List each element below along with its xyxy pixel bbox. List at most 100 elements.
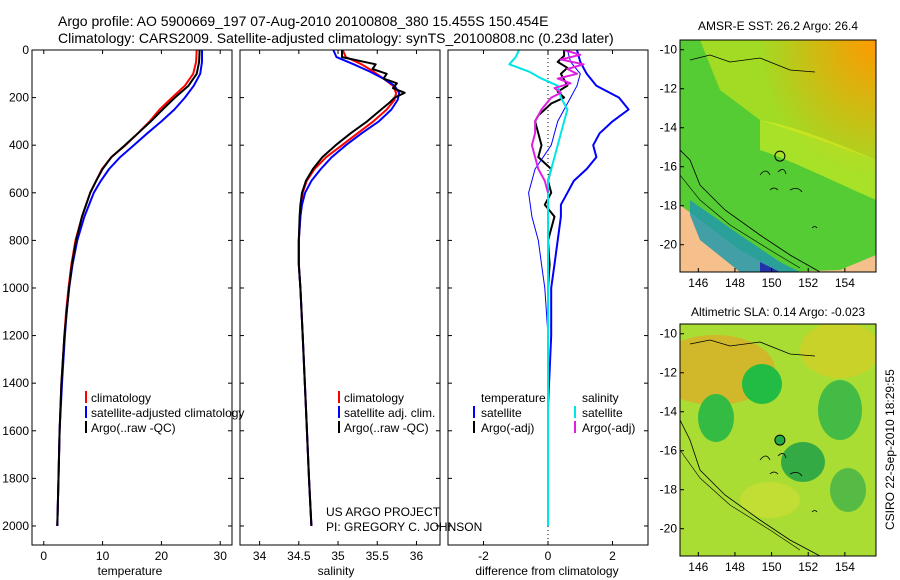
x-tick-label: 2 xyxy=(609,549,616,563)
sst-map-field xyxy=(680,40,876,272)
x-tick-label: 0 xyxy=(40,549,47,563)
map-x-tick-label: 148 xyxy=(725,560,745,574)
map-x-tick-label: 150 xyxy=(762,560,782,574)
sla-map-field xyxy=(680,324,876,556)
legend-header-salinity: salinity xyxy=(582,391,619,405)
temperature-legend: climatology satellite-adjusted climatolo… xyxy=(85,391,244,435)
y-tick-label: 800 xyxy=(9,233,29,247)
legend-label-climatology: climatology xyxy=(344,391,404,405)
legend-label-argo: Argo(..raw -QC) xyxy=(91,421,176,435)
figure-title-line1: Argo profile: AO 5900669_197 07-Aug-2010… xyxy=(58,13,548,29)
difference-series xyxy=(508,50,630,526)
sst-map-axes: 146 148 150 152 154 -10 -12 -14 -16 -18 -20 xyxy=(660,43,856,290)
y-tick-label: 1600 xyxy=(2,424,29,438)
temperature-frame xyxy=(31,49,233,546)
map-x-tick-label: 154 xyxy=(835,560,855,574)
difference-legend: temperature satellite Argo(-adj) salinit… xyxy=(473,391,635,435)
map-y-tick-label: -18 xyxy=(660,199,678,213)
series-satellite-adjusted-climatology xyxy=(56,50,203,527)
y-tick-label: 600 xyxy=(9,186,29,200)
legend-label-climatology: climatology xyxy=(91,391,151,405)
legend-label-sal-argo: Argo(-adj) xyxy=(582,421,635,435)
y-tick-label: 1000 xyxy=(2,281,29,295)
legend-label-satellite: satellite-adjusted climatology xyxy=(91,406,244,420)
series-temperature-satellite-adj-thin xyxy=(528,50,581,526)
salinity-frame xyxy=(239,49,441,546)
sst-argo-marker xyxy=(774,150,786,162)
sla-map-frame xyxy=(679,323,877,557)
series-climatology xyxy=(56,50,198,527)
map-y-tick-label: -14 xyxy=(660,121,678,135)
y-tick-label: 1400 xyxy=(2,376,29,390)
legend-label-sal-satellite: satellite xyxy=(582,406,623,420)
map-y-tick-label: -10 xyxy=(660,327,678,341)
temperature-series xyxy=(56,50,203,527)
sla-coastline xyxy=(680,419,821,556)
sla-map-panel: Altimetric SLA: 0.14 Argo: -0.023 146 148… xyxy=(660,305,877,574)
legend-header-temperature: temperature xyxy=(481,391,546,405)
sst-png-coast xyxy=(689,54,816,73)
sla-reefs xyxy=(759,453,818,513)
map-x-tick-label: 150 xyxy=(762,276,782,290)
y-tick-label: 0 xyxy=(22,43,29,57)
sst-yellow-band xyxy=(760,120,876,200)
legend-label-satellite: satellite adj. clim. xyxy=(344,406,435,420)
series-temperature-argo xyxy=(534,50,569,526)
sla-eddy-5 xyxy=(830,468,866,512)
x-tick-label: 35.5 xyxy=(366,549,390,563)
sst-cool-coast xyxy=(690,200,800,272)
salinity-axes: 34 34.5 35 35.5 36 xyxy=(240,49,440,563)
map-y-tick-label: -12 xyxy=(660,366,678,380)
series-satellite-adj-clim xyxy=(297,50,401,527)
salinity-xlabel: salinity xyxy=(318,564,355,578)
y-tick-label: 400 xyxy=(9,138,29,152)
sla-eddy-1 xyxy=(742,364,782,404)
sla-argo-marker xyxy=(774,434,786,446)
series-argo-raw-qc xyxy=(56,50,201,527)
temperature-xlabel: temperature xyxy=(98,564,163,578)
y-tick-label: 1200 xyxy=(2,329,29,343)
sla-eddy-2 xyxy=(698,394,734,442)
y-tick-label: 2000 xyxy=(2,519,29,533)
map-x-tick-label: 148 xyxy=(725,276,745,290)
sst-isobath xyxy=(680,174,801,269)
series-climatology xyxy=(297,50,398,527)
credit-text: CSIRO 22-Sep-2010 18:29:55 xyxy=(883,369,897,530)
series-argo-raw-qc xyxy=(297,50,406,527)
map-y-tick-label: -16 xyxy=(660,160,678,174)
x-tick-label: 34 xyxy=(253,549,267,563)
map-y-tick-label: -18 xyxy=(660,483,678,497)
salinity-legend: climatology satellite adj. clim. Argo(..… xyxy=(338,391,435,435)
sla-isobath xyxy=(680,449,801,551)
x-tick-label: 20 xyxy=(155,549,169,563)
map-x-tick-label: 152 xyxy=(798,560,818,574)
sla-high-northeast xyxy=(800,324,876,378)
y-tick-label: 200 xyxy=(9,91,29,105)
x-tick-label: 34.5 xyxy=(287,549,311,563)
series-temperature-satellite xyxy=(547,50,630,526)
map-x-tick-label: 154 xyxy=(835,276,855,290)
pi-annotation: PI: GREGORY C. JOHNSON xyxy=(326,520,482,534)
temperature-panel: 0 10 20 30 200 400 600 800 1000 1200 1400 1600 1800 2… xyxy=(2,43,244,578)
salinity-series xyxy=(297,50,406,527)
map-x-tick-label: 152 xyxy=(798,276,818,290)
sst-coastline xyxy=(680,149,821,272)
difference-xlabel: difference from climatology xyxy=(475,564,618,578)
sla-map-axes: 146 148 150 152 154 -10 -12 -14 -16 -18 -20 xyxy=(660,327,856,574)
series-salinity-satellite xyxy=(508,50,569,526)
sla-png-coast xyxy=(689,339,816,357)
x-tick-label: 0 xyxy=(545,549,552,563)
sla-map-title: Altimetric SLA: 0.14 Argo: -0.023 xyxy=(691,305,865,319)
sla-eddy-3 xyxy=(818,380,862,440)
map-x-tick-label: 146 xyxy=(688,560,708,574)
difference-frame xyxy=(447,49,649,546)
sla-high-south xyxy=(740,482,800,518)
legend-label-argo: Argo(..raw -QC) xyxy=(344,421,429,435)
x-tick-label: 30 xyxy=(214,549,228,563)
map-y-tick-label: -20 xyxy=(660,522,678,536)
sst-cold-patch xyxy=(760,262,780,272)
y-tick-label: 1800 xyxy=(2,471,29,485)
series-salinity-argo xyxy=(530,50,585,194)
difference-panel: -2 0 2 difference from climatology tempera… xyxy=(447,49,649,578)
